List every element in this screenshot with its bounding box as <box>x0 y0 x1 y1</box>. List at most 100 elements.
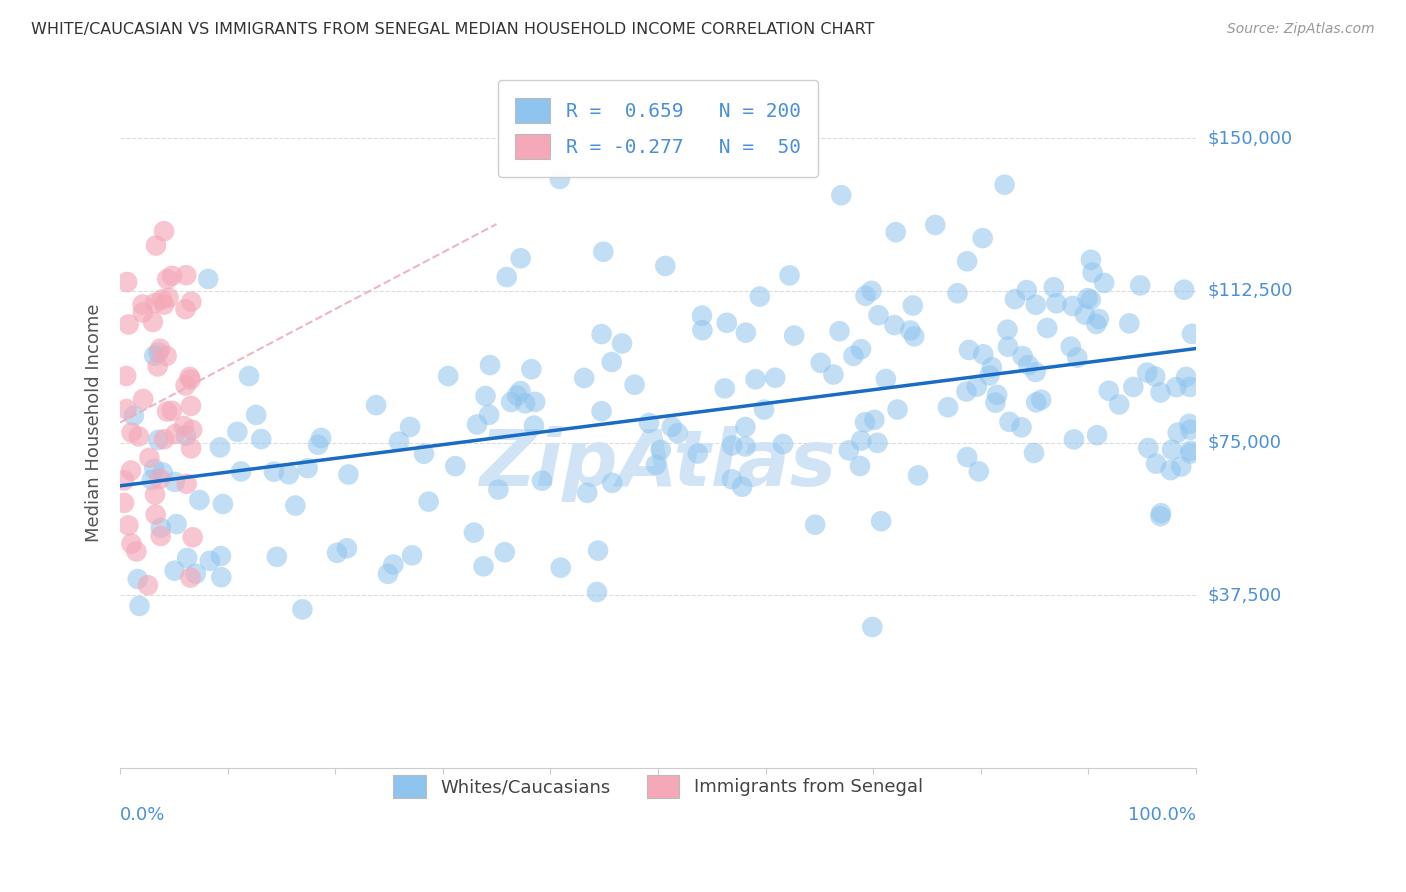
Point <box>472 559 495 574</box>
Point <box>772 437 794 451</box>
Point <box>898 324 921 338</box>
Point <box>591 404 613 418</box>
Point <box>180 442 202 456</box>
Point <box>180 373 202 387</box>
Point <box>734 440 756 454</box>
Point <box>146 433 169 447</box>
Point <box>1161 442 1184 457</box>
Point <box>506 388 529 402</box>
Point <box>146 359 169 374</box>
Point <box>586 543 609 558</box>
Point <box>520 362 543 376</box>
Point <box>1025 298 1047 312</box>
Point <box>1080 252 1102 267</box>
Point <box>721 438 744 452</box>
Point <box>523 418 546 433</box>
Point <box>115 275 138 289</box>
Point <box>197 272 219 286</box>
Point <box>163 564 186 578</box>
Legend: Whites/Caucasians, Immigrants from Senegal: Whites/Caucasians, Immigrants from Seneg… <box>384 765 932 807</box>
Point <box>863 413 886 427</box>
Point <box>716 316 738 330</box>
Point <box>1085 317 1108 331</box>
Point <box>967 464 990 478</box>
Text: 100.0%: 100.0% <box>1128 805 1197 823</box>
Point <box>957 343 980 357</box>
Point <box>1160 463 1182 477</box>
Point <box>1025 365 1047 379</box>
Point <box>1088 312 1111 326</box>
Point <box>979 368 1001 383</box>
Point <box>176 551 198 566</box>
Point <box>112 474 135 488</box>
Point <box>437 369 460 384</box>
Point <box>128 429 150 443</box>
Point <box>157 291 180 305</box>
Point <box>972 347 994 361</box>
Point <box>1081 266 1104 280</box>
Point <box>463 525 485 540</box>
Point <box>284 499 307 513</box>
Point <box>212 497 235 511</box>
Point <box>1175 370 1198 384</box>
Point <box>1011 420 1033 434</box>
Point <box>179 370 201 384</box>
Point <box>866 435 889 450</box>
Point <box>860 620 883 634</box>
Point <box>143 461 166 475</box>
Point <box>132 305 155 319</box>
Point <box>731 480 754 494</box>
Point <box>263 465 285 479</box>
Point <box>810 356 832 370</box>
Point <box>145 238 167 252</box>
Point <box>924 218 946 232</box>
Point <box>623 377 645 392</box>
Point <box>1042 280 1064 294</box>
Point <box>548 172 571 186</box>
Point <box>955 384 977 399</box>
Point <box>984 395 1007 409</box>
Point <box>1015 283 1038 297</box>
Point <box>830 188 852 202</box>
Point <box>1063 433 1085 447</box>
Point <box>120 536 142 550</box>
Point <box>309 431 332 445</box>
Point <box>208 441 231 455</box>
Point <box>744 372 766 386</box>
Point <box>513 396 536 410</box>
Point <box>138 450 160 465</box>
Point <box>1144 369 1167 384</box>
Point <box>117 318 139 332</box>
Point <box>1060 340 1083 354</box>
Point <box>1025 395 1047 409</box>
Point <box>337 467 360 482</box>
Point <box>117 518 139 533</box>
Point <box>1136 366 1159 380</box>
Point <box>486 483 509 497</box>
Point <box>870 514 893 528</box>
Point <box>842 349 865 363</box>
Point <box>336 541 359 556</box>
Point <box>1150 506 1173 520</box>
Point <box>783 328 806 343</box>
Point <box>645 458 668 472</box>
Point <box>1149 385 1171 400</box>
Point <box>160 404 183 418</box>
Point <box>1092 276 1115 290</box>
Text: $75,000: $75,000 <box>1208 434 1281 452</box>
Point <box>734 420 756 434</box>
Point <box>141 473 163 487</box>
Point <box>153 298 176 312</box>
Point <box>1118 317 1140 331</box>
Point <box>509 252 531 266</box>
Point <box>600 475 623 490</box>
Point <box>184 566 207 581</box>
Point <box>245 408 267 422</box>
Point <box>853 415 876 429</box>
Point <box>478 408 501 422</box>
Point <box>112 496 135 510</box>
Point <box>886 402 908 417</box>
Point <box>188 493 211 508</box>
Point <box>156 272 179 286</box>
Text: ZipAtlas: ZipAtlas <box>479 426 837 502</box>
